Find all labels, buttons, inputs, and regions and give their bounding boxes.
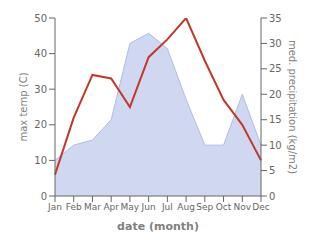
svg-text:Feb: Feb — [66, 202, 82, 212]
svg-text:10: 10 — [34, 155, 47, 166]
svg-text:Aug: Aug — [177, 202, 195, 212]
svg-text:5: 5 — [269, 165, 275, 176]
svg-text:date (month): date (month) — [117, 220, 199, 233]
svg-text:0: 0 — [41, 191, 47, 202]
svg-text:Oct: Oct — [216, 202, 232, 212]
svg-text:Jan: Jan — [47, 202, 62, 212]
svg-text:0: 0 — [269, 191, 275, 202]
svg-text:50: 50 — [34, 13, 47, 24]
svg-text:35: 35 — [269, 13, 282, 24]
svg-text:Dec: Dec — [252, 202, 269, 212]
svg-text:med. precipitation (kg/m2): med. precipitation (kg/m2) — [287, 40, 298, 174]
svg-text:20: 20 — [269, 89, 282, 100]
svg-text:Nov: Nov — [233, 202, 251, 212]
svg-text:Jun: Jun — [141, 202, 156, 212]
svg-text:10: 10 — [269, 140, 282, 151]
svg-text:Jul: Jul — [161, 202, 173, 212]
svg-text:40: 40 — [34, 48, 47, 59]
svg-text:Sep: Sep — [196, 202, 213, 212]
svg-text:25: 25 — [269, 63, 282, 74]
svg-text:15: 15 — [269, 114, 282, 125]
svg-text:30: 30 — [269, 38, 282, 49]
svg-text:May: May — [121, 202, 140, 212]
svg-text:20: 20 — [34, 119, 47, 130]
svg-text:max temp (C): max temp (C) — [18, 72, 29, 141]
svg-text:Mar: Mar — [84, 202, 101, 212]
svg-text:Apr: Apr — [103, 202, 119, 212]
svg-text:30: 30 — [34, 84, 47, 95]
